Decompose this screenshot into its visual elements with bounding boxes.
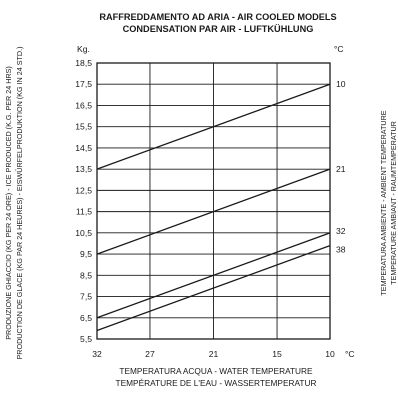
series-line-10 xyxy=(96,83,331,170)
x-tick-label: 27 xyxy=(145,349,155,359)
series-line-21 xyxy=(96,168,331,255)
y-tick-label: 9,5 xyxy=(80,249,92,259)
chart-subtitle: CONDENSATION PAR AIR - LUFTKÜHLUNG xyxy=(123,24,314,34)
y-tick-label: 14,5 xyxy=(75,143,92,153)
y-unit-label: Kg. xyxy=(77,44,90,54)
x-tick-label: 15 xyxy=(272,349,282,359)
right-axis-label-line-2: TEMPERATURE AMBIANT - RAUMTEMPERATUR xyxy=(389,121,398,285)
x-unit-label: °C xyxy=(345,349,355,359)
y-tick-label: 16,5 xyxy=(75,100,92,110)
y-tick-label: 8,5 xyxy=(80,270,92,280)
y-tick-label: 6,5 xyxy=(80,313,92,323)
x-tick-label: 10 xyxy=(325,349,335,359)
series-label-21: 21 xyxy=(336,164,346,174)
y-tick-label: 17,5 xyxy=(75,79,92,89)
right-axis-label-line-1: TEMPERATURA AMBIENTE - AMBIENT TEMPERATU… xyxy=(379,110,388,295)
plot-frame xyxy=(96,62,331,340)
series-label-10: 10 xyxy=(336,79,346,89)
y-tick-label: 5,5 xyxy=(80,334,92,344)
x-tick-label: 21 xyxy=(209,349,219,359)
series-labels: 10 21 32 38 xyxy=(336,79,346,254)
y-tick-label: 7,5 xyxy=(80,292,92,302)
series-label-32: 32 xyxy=(336,226,346,236)
y-tick-label: 13,5 xyxy=(75,164,92,174)
chart-title: RAFFREDDAMENTO AD ARIA - AIR COOLED MODE… xyxy=(99,12,336,22)
x-axis-label-line-2: TEMPÉRATURE DE L'EAU - WASSERTEMPERATUR xyxy=(116,378,317,388)
y-axis-label-line-1: PRODUZIONE GHIACCIO (KG PER 24 ORE) - IC… xyxy=(4,66,13,340)
y-tick-label: 10,5 xyxy=(75,228,92,238)
x-tick-label: 32 xyxy=(92,349,102,359)
y-tick-labels: 5,5 6,5 7,5 8,5 9,5 10,5 11,5 12,5 13,5 14,5 15,5 1… xyxy=(75,58,92,344)
series-line-38 xyxy=(96,244,331,332)
y-tick-label: 18,5 xyxy=(75,58,92,68)
y-tick-label: 11,5 xyxy=(76,207,92,217)
x-axis-label-line-1: TEMPERATURA ACQUA - WATER TEMPERATURE xyxy=(119,366,313,376)
series-label-38: 38 xyxy=(336,245,346,255)
x-tick-labels: 32 27 21 15 10 xyxy=(92,349,335,359)
y-tick-label: 15,5 xyxy=(75,122,92,132)
series-lines xyxy=(96,83,331,332)
grid xyxy=(96,62,331,340)
series-line-32 xyxy=(96,232,331,319)
right-unit-label: °C xyxy=(334,44,344,54)
y-tick-label: 12,5 xyxy=(75,185,92,195)
y-axis-label-line-2: PRODUCTION DE GLACE (KG PAR 24 HEURES) -… xyxy=(15,47,24,360)
